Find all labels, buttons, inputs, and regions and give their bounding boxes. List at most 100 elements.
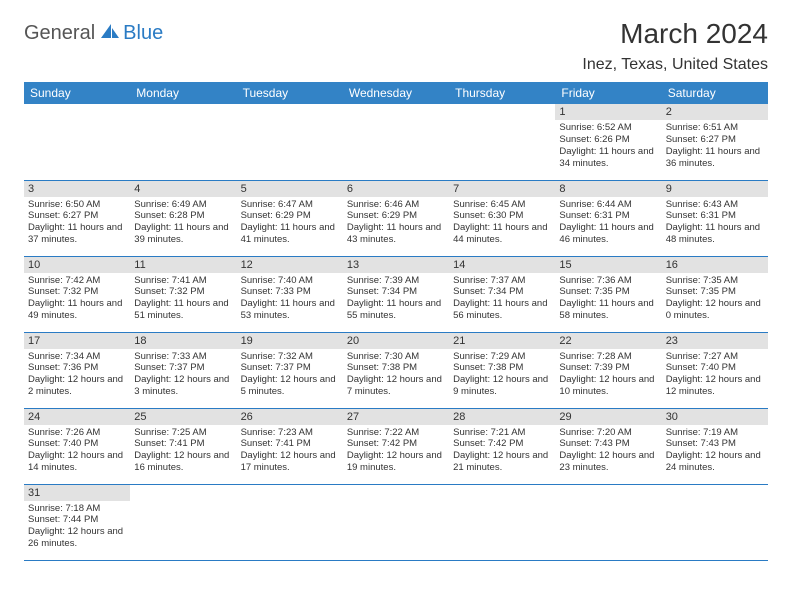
day-details: Sunrise: 6:50 AMSunset: 6:27 PMDaylight:… [24, 197, 130, 251]
day-details: Sunrise: 7:32 AMSunset: 7:37 PMDaylight:… [237, 349, 343, 403]
day-cell: 28Sunrise: 7:21 AMSunset: 7:42 PMDayligh… [449, 408, 555, 484]
sunrise-line: Sunrise: 7:21 AM [453, 427, 551, 439]
day-number: 27 [343, 409, 449, 425]
day-cell: 15Sunrise: 7:36 AMSunset: 7:35 PMDayligh… [555, 256, 661, 332]
sunrise-line: Sunrise: 7:40 AM [241, 275, 339, 287]
sunrise-line: Sunrise: 7:29 AM [453, 351, 551, 363]
sunset-line: Sunset: 6:28 PM [134, 210, 232, 222]
weekday-header: Tuesday [237, 82, 343, 104]
day-details: Sunrise: 7:22 AMSunset: 7:42 PMDaylight:… [343, 425, 449, 479]
day-number: 11 [130, 257, 236, 273]
sunset-line: Sunset: 7:34 PM [453, 286, 551, 298]
daylight-line: Daylight: 11 hours and 46 minutes. [559, 222, 657, 246]
sunrise-line: Sunrise: 6:52 AM [559, 122, 657, 134]
month-title: March 2024 [582, 18, 768, 50]
day-cell: 29Sunrise: 7:20 AMSunset: 7:43 PMDayligh… [555, 408, 661, 484]
day-details: Sunrise: 6:52 AMSunset: 6:26 PMDaylight:… [555, 120, 661, 174]
logo: General Blue [24, 22, 163, 45]
sunrise-line: Sunrise: 7:32 AM [241, 351, 339, 363]
day-details: Sunrise: 6:44 AMSunset: 6:31 PMDaylight:… [555, 197, 661, 251]
daylight-line: Daylight: 11 hours and 43 minutes. [347, 222, 445, 246]
sunset-line: Sunset: 7:38 PM [347, 362, 445, 374]
daylight-line: Daylight: 11 hours and 41 minutes. [241, 222, 339, 246]
weekday-header: Wednesday [343, 82, 449, 104]
sunset-line: Sunset: 7:32 PM [28, 286, 126, 298]
daylight-line: Daylight: 12 hours and 16 minutes. [134, 450, 232, 474]
day-cell: 21Sunrise: 7:29 AMSunset: 7:38 PMDayligh… [449, 332, 555, 408]
day-number: 5 [237, 181, 343, 197]
weekday-header: Thursday [449, 82, 555, 104]
day-cell: 26Sunrise: 7:23 AMSunset: 7:41 PMDayligh… [237, 408, 343, 484]
daylight-line: Daylight: 12 hours and 12 minutes. [666, 374, 764, 398]
daylight-line: Daylight: 11 hours and 48 minutes. [666, 222, 764, 246]
daylight-line: Daylight: 12 hours and 24 minutes. [666, 450, 764, 474]
sunset-line: Sunset: 7:42 PM [347, 438, 445, 450]
day-number: 20 [343, 333, 449, 349]
empty-cell [343, 104, 449, 180]
day-number: 24 [24, 409, 130, 425]
day-number: 21 [449, 333, 555, 349]
day-number: 10 [24, 257, 130, 273]
sunrise-line: Sunrise: 7:20 AM [559, 427, 657, 439]
empty-cell [555, 484, 661, 560]
day-details: Sunrise: 6:49 AMSunset: 6:28 PMDaylight:… [130, 197, 236, 251]
calendar-header-row: SundayMondayTuesdayWednesdayThursdayFrid… [24, 82, 768, 104]
sunrise-line: Sunrise: 7:18 AM [28, 503, 126, 515]
day-details: Sunrise: 7:40 AMSunset: 7:33 PMDaylight:… [237, 273, 343, 327]
day-details: Sunrise: 7:42 AMSunset: 7:32 PMDaylight:… [24, 273, 130, 327]
day-details: Sunrise: 7:18 AMSunset: 7:44 PMDaylight:… [24, 501, 130, 555]
day-details: Sunrise: 6:46 AMSunset: 6:29 PMDaylight:… [343, 197, 449, 251]
day-cell: 12Sunrise: 7:40 AMSunset: 7:33 PMDayligh… [237, 256, 343, 332]
sunset-line: Sunset: 6:27 PM [666, 134, 764, 146]
sunrise-line: Sunrise: 7:34 AM [28, 351, 126, 363]
calendar-table: SundayMondayTuesdayWednesdayThursdayFrid… [24, 82, 768, 561]
day-cell: 30Sunrise: 7:19 AMSunset: 7:43 PMDayligh… [662, 408, 768, 484]
day-details: Sunrise: 7:28 AMSunset: 7:39 PMDaylight:… [555, 349, 661, 403]
daylight-line: Daylight: 12 hours and 5 minutes. [241, 374, 339, 398]
day-cell: 20Sunrise: 7:30 AMSunset: 7:38 PMDayligh… [343, 332, 449, 408]
empty-cell [130, 484, 236, 560]
day-details: Sunrise: 7:29 AMSunset: 7:38 PMDaylight:… [449, 349, 555, 403]
day-details: Sunrise: 6:51 AMSunset: 6:27 PMDaylight:… [662, 120, 768, 174]
sunset-line: Sunset: 6:30 PM [453, 210, 551, 222]
day-cell: 11Sunrise: 7:41 AMSunset: 7:32 PMDayligh… [130, 256, 236, 332]
sunrise-line: Sunrise: 7:30 AM [347, 351, 445, 363]
daylight-line: Daylight: 12 hours and 0 minutes. [666, 298, 764, 322]
sunset-line: Sunset: 6:31 PM [559, 210, 657, 222]
empty-cell [662, 484, 768, 560]
header: General Blue March 2024 Inez, Texas, Uni… [24, 18, 768, 74]
sunrise-line: Sunrise: 7:28 AM [559, 351, 657, 363]
day-cell: 25Sunrise: 7:25 AMSunset: 7:41 PMDayligh… [130, 408, 236, 484]
day-details: Sunrise: 7:25 AMSunset: 7:41 PMDaylight:… [130, 425, 236, 479]
day-details: Sunrise: 7:26 AMSunset: 7:40 PMDaylight:… [24, 425, 130, 479]
sunrise-line: Sunrise: 7:35 AM [666, 275, 764, 287]
daylight-line: Daylight: 12 hours and 21 minutes. [453, 450, 551, 474]
empty-cell [237, 484, 343, 560]
calendar-week-row: 31Sunrise: 7:18 AMSunset: 7:44 PMDayligh… [24, 484, 768, 560]
day-cell: 5Sunrise: 6:47 AMSunset: 6:29 PMDaylight… [237, 180, 343, 256]
day-number: 19 [237, 333, 343, 349]
calendar-week-row: 1Sunrise: 6:52 AMSunset: 6:26 PMDaylight… [24, 104, 768, 180]
day-cell: 14Sunrise: 7:37 AMSunset: 7:34 PMDayligh… [449, 256, 555, 332]
sunrise-line: Sunrise: 6:43 AM [666, 199, 764, 211]
sunset-line: Sunset: 7:41 PM [134, 438, 232, 450]
day-details: Sunrise: 7:33 AMSunset: 7:37 PMDaylight:… [130, 349, 236, 403]
daylight-line: Daylight: 11 hours and 39 minutes. [134, 222, 232, 246]
daylight-line: Daylight: 11 hours and 58 minutes. [559, 298, 657, 322]
sunset-line: Sunset: 7:44 PM [28, 514, 126, 526]
sunrise-line: Sunrise: 7:33 AM [134, 351, 232, 363]
day-cell: 13Sunrise: 7:39 AMSunset: 7:34 PMDayligh… [343, 256, 449, 332]
calendar-week-row: 17Sunrise: 7:34 AMSunset: 7:36 PMDayligh… [24, 332, 768, 408]
day-number: 7 [449, 181, 555, 197]
day-cell: 27Sunrise: 7:22 AMSunset: 7:42 PMDayligh… [343, 408, 449, 484]
day-number: 15 [555, 257, 661, 273]
day-cell: 3Sunrise: 6:50 AMSunset: 6:27 PMDaylight… [24, 180, 130, 256]
day-details: Sunrise: 7:41 AMSunset: 7:32 PMDaylight:… [130, 273, 236, 327]
calendar-body: 1Sunrise: 6:52 AMSunset: 6:26 PMDaylight… [24, 104, 768, 560]
day-details: Sunrise: 6:47 AMSunset: 6:29 PMDaylight:… [237, 197, 343, 251]
day-number: 22 [555, 333, 661, 349]
daylight-line: Daylight: 11 hours and 34 minutes. [559, 146, 657, 170]
sunset-line: Sunset: 7:43 PM [559, 438, 657, 450]
day-cell: 4Sunrise: 6:49 AMSunset: 6:28 PMDaylight… [130, 180, 236, 256]
weekday-header: Monday [130, 82, 236, 104]
